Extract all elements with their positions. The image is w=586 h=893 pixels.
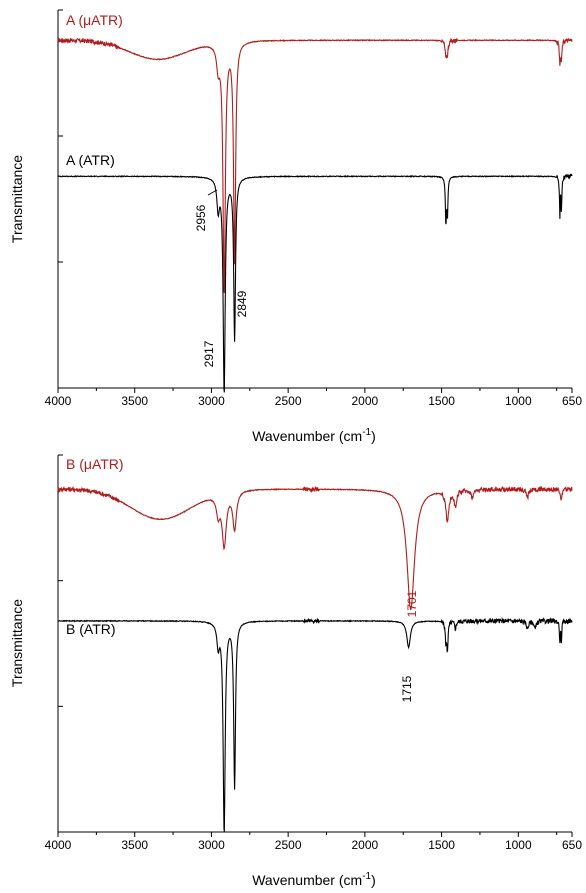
panel-top: 4000 3500 3000 2500 2000 1500 1000 650 2956 2917… — [9, 9, 582, 444]
series-label: B (ATR) — [66, 621, 116, 637]
y-ticks-bottom — [58, 454, 63, 833]
series-line — [57, 173, 573, 393]
x-ticks-top: 4000 3500 3000 2500 2000 1500 1000 650 — [45, 388, 582, 408]
x-tick-label: 1500 — [428, 394, 455, 408]
x-tick-label: 2500 — [275, 838, 302, 852]
x-axis-label-main: Wavenumber (cm — [252, 872, 362, 888]
y-axis-label: Transmittance — [9, 599, 25, 687]
annotation-layer-top: 2956 2917 2849 — [194, 189, 249, 367]
x-tick-label: 1000 — [505, 838, 532, 852]
x-ticks-bottom: 4000 3500 3000 2500 2000 1500 1000 650 — [45, 832, 582, 852]
x-axis-label-sup: -1 — [362, 871, 371, 882]
peak-annotation: 1701 — [405, 590, 419, 617]
y-axis-label: Transmittance — [9, 155, 25, 243]
peak-annotation: 2917 — [202, 340, 216, 367]
x-axis-label-close: ) — [371, 872, 376, 888]
x-tick-label: 3000 — [198, 838, 225, 852]
x-tick-label: 3000 — [198, 394, 225, 408]
panel-bottom: 4000 3500 3000 2500 2000 1500 1000 650 1701 1715… — [9, 454, 582, 888]
x-axis-label-close: ) — [371, 428, 376, 444]
x-tick-label: 2500 — [275, 394, 302, 408]
series-line — [57, 37, 573, 294]
x-axis-label: Wavenumber (cm-1) — [252, 871, 376, 888]
series-layer-top — [57, 37, 573, 393]
x-axis-label-sup: -1 — [362, 427, 371, 438]
series-layer-bottom — [57, 485, 573, 832]
plot-area-top: 4000 3500 3000 2500 2000 1500 1000 650 2956 2917… — [45, 9, 582, 408]
x-tick-label: 1000 — [505, 394, 532, 408]
series-label: A (μATR) — [66, 12, 123, 28]
peak-annotation: 1715 — [400, 675, 414, 702]
x-tick-label: 650 — [562, 394, 582, 408]
x-tick-label: 650 — [562, 838, 582, 852]
series-line — [57, 616, 573, 832]
series-label: B (μATR) — [66, 456, 124, 472]
series-label: A (ATR) — [66, 152, 115, 168]
peak-annotation: 2956 — [194, 204, 208, 231]
x-tick-label: 4000 — [45, 838, 72, 852]
x-tick-label: 4000 — [45, 394, 72, 408]
x-tick-label: 3500 — [121, 394, 148, 408]
x-tick-label: 2000 — [352, 838, 379, 852]
x-tick-label: 2000 — [352, 394, 379, 408]
annotation-layer-bottom: 1701 1715 — [400, 590, 419, 702]
series-line — [57, 485, 573, 611]
y-ticks-top — [58, 9, 63, 389]
x-axis-label: Wavenumber (cm-1) — [252, 427, 376, 444]
annotation-leader — [207, 189, 218, 196]
peak-annotation: 2849 — [235, 290, 249, 317]
plot-area-bottom: 4000 3500 3000 2500 2000 1500 1000 650 1701 1715 — [45, 454, 582, 852]
x-tick-label: 1500 — [428, 838, 455, 852]
x-tick-label: 3500 — [121, 838, 148, 852]
x-axis-label-main: Wavenumber (cm — [252, 428, 362, 444]
